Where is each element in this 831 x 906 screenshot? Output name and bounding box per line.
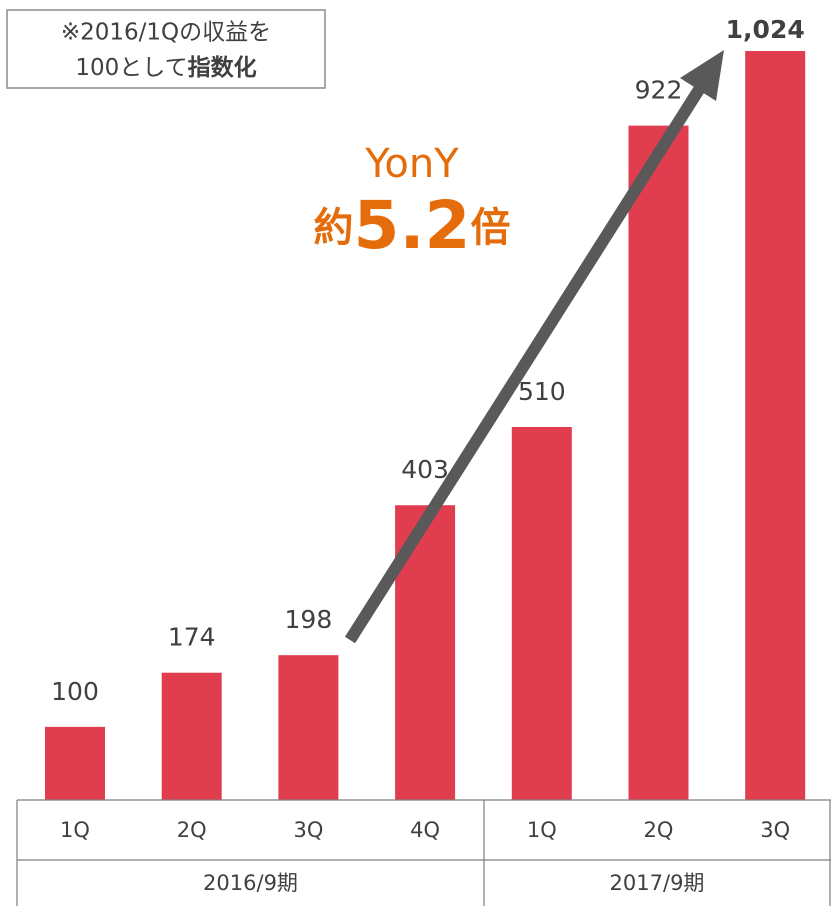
bar (745, 51, 806, 800)
x-tick-label: 2Q (644, 818, 674, 842)
bar (628, 125, 689, 800)
annotation-number: 5.2 (354, 187, 471, 264)
value-label: 100 (51, 677, 99, 706)
value-label: 510 (518, 377, 566, 406)
bar (278, 655, 339, 800)
value-label: 1,024 (726, 15, 805, 44)
x-tick-label: 3Q (760, 818, 790, 842)
value-label: 922 (635, 76, 683, 105)
annotation: 約5.2倍 (314, 187, 511, 264)
note-line: 100として指数化 (75, 54, 256, 81)
x-tick-label: 1Q (60, 818, 90, 842)
x-tick-label: 4Q (410, 818, 440, 842)
axis-table (16, 799, 831, 906)
note-box (6, 9, 326, 89)
trend-arrow (344, 84, 706, 644)
value-label: 174 (168, 623, 216, 652)
note-line: 100として (75, 55, 187, 81)
annotation-title: YonY (364, 141, 459, 187)
group-label: 2016/9期 (203, 871, 298, 895)
bar (511, 426, 572, 800)
arrow-head (680, 50, 724, 101)
annotation-prefix: 約 (314, 205, 354, 251)
x-tick-label: 2Q (177, 818, 207, 842)
annotation-suffix: 倍 (470, 205, 510, 251)
value-label: 403 (401, 455, 449, 484)
value-label: 198 (285, 605, 333, 634)
x-tick-label: 1Q (527, 818, 557, 842)
bar (161, 672, 222, 800)
group-label: 2017/9期 (610, 871, 705, 895)
note-bold: 指数化 (188, 54, 257, 81)
bar (45, 726, 105, 800)
x-tick-label: 3Q (293, 818, 323, 842)
note-line: ※2016/1Qの収益を (61, 20, 271, 46)
